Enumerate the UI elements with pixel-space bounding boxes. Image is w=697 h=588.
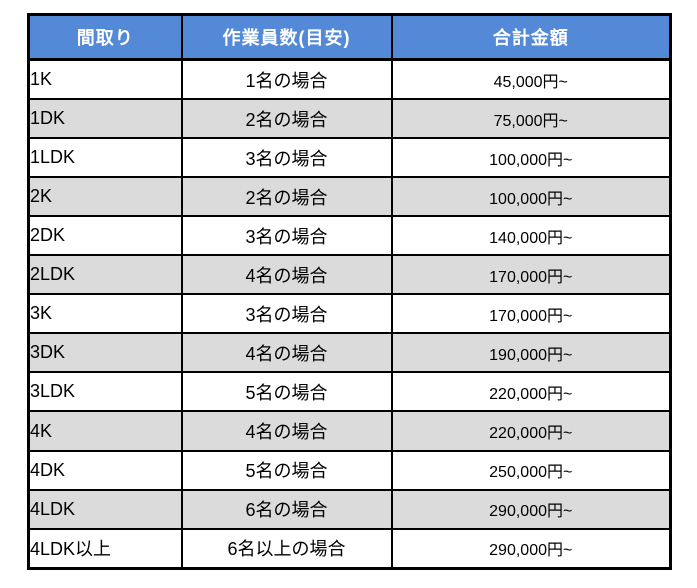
workers-cell: 4名の場合 <box>180 254 393 296</box>
table-row: 1LDK 3名の場合 100,000円~ <box>27 137 672 179</box>
price-cell: 220,000円~ <box>390 371 672 413</box>
price-cell: 100,000円~ <box>390 137 672 179</box>
workers-cell: 6名以上の場合 <box>180 527 393 570</box>
floor-plan-cell: 1K <box>27 58 183 101</box>
workers-cell: 6名の場合 <box>180 488 393 530</box>
floor-plan-cell: 2K <box>27 176 183 218</box>
pricing-table: 間取り 作業員数(目安) 合計金額 1K 1名の場合 45,000円~ 1DK 2名の場… <box>27 13 672 570</box>
workers-cell: 4名の場合 <box>180 410 393 452</box>
header-row: 間取り 作業員数(目安) 合計金額 <box>27 13 672 61</box>
price-cell: 170,000円~ <box>390 254 672 296</box>
floor-plan-cell: 2LDK <box>27 254 183 296</box>
price-cell: 290,000円~ <box>390 488 672 530</box>
table-row: 4LDK 6名の場合 290,000円~ <box>27 488 672 530</box>
price-cell: 100,000円~ <box>390 176 672 218</box>
pricing-table-header: 間取り 作業員数(目安) 合計金額 <box>27 13 672 61</box>
floor-plan-cell: 3K <box>27 293 183 335</box>
floor-plan-cell: 1LDK <box>27 137 183 179</box>
table-row: 3DK 4名の場合 190,000円~ <box>27 332 672 374</box>
floor-plan-cell: 3LDK <box>27 371 183 413</box>
table-row: 3LDK 5名の場合 220,000円~ <box>27 371 672 413</box>
floor-plan-cell: 4LDK <box>27 488 183 530</box>
table-row: 4DK 5名の場合 250,000円~ <box>27 449 672 491</box>
column-header-workers: 作業員数(目安) <box>180 13 393 61</box>
workers-cell: 3名の場合 <box>180 215 393 257</box>
workers-cell: 3名の場合 <box>180 137 393 179</box>
table-row: 4LDK以上 6名以上の場合 290,000円~ <box>27 527 672 570</box>
workers-cell: 3名の場合 <box>180 293 393 335</box>
workers-cell: 5名の場合 <box>180 371 393 413</box>
column-header-floor-plan: 間取り <box>27 13 183 61</box>
table-row: 1DK 2名の場合 75,000円~ <box>27 98 672 140</box>
workers-cell: 4名の場合 <box>180 332 393 374</box>
price-cell: 190,000円~ <box>390 332 672 374</box>
price-cell: 290,000円~ <box>390 527 672 570</box>
price-cell: 140,000円~ <box>390 215 672 257</box>
workers-cell: 1名の場合 <box>180 58 393 101</box>
table-row: 2K 2名の場合 100,000円~ <box>27 176 672 218</box>
price-cell: 220,000円~ <box>390 410 672 452</box>
column-header-total-price: 合計金額 <box>390 13 672 61</box>
floor-plan-cell: 2DK <box>27 215 183 257</box>
floor-plan-cell: 4DK <box>27 449 183 491</box>
table-row: 2DK 3名の場合 140,000円~ <box>27 215 672 257</box>
workers-cell: 5名の場合 <box>180 449 393 491</box>
workers-cell: 2名の場合 <box>180 176 393 218</box>
table-row: 3K 3名の場合 170,000円~ <box>27 293 672 335</box>
workers-cell: 2名の場合 <box>180 98 393 140</box>
table-row: 4K 4名の場合 220,000円~ <box>27 410 672 452</box>
price-cell: 75,000円~ <box>390 98 672 140</box>
floor-plan-cell: 1DK <box>27 98 183 140</box>
floor-plan-cell: 4K <box>27 410 183 452</box>
price-cell: 45,000円~ <box>390 58 672 101</box>
floor-plan-cell: 3DK <box>27 332 183 374</box>
price-cell: 170,000円~ <box>390 293 672 335</box>
price-cell: 250,000円~ <box>390 449 672 491</box>
floor-plan-cell: 4LDK以上 <box>27 527 183 570</box>
table-row: 1K 1名の場合 45,000円~ <box>27 58 672 101</box>
table-row: 2LDK 4名の場合 170,000円~ <box>27 254 672 296</box>
pricing-table-body: 1K 1名の場合 45,000円~ 1DK 2名の場合 75,000円~ 1LDK 3名の場合… <box>27 58 672 570</box>
